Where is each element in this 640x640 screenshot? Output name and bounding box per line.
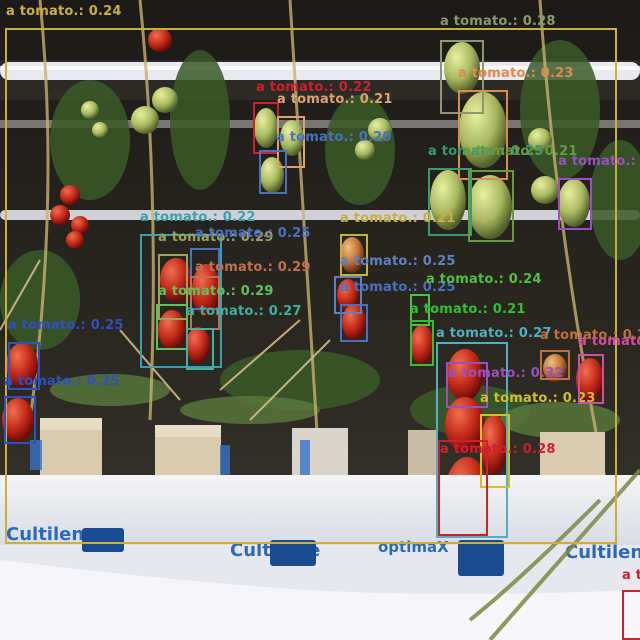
detection-box xyxy=(468,170,514,242)
detection-label: a tomato.: 0.21 xyxy=(462,144,578,159)
detection-label: a tomato.: 0.27 xyxy=(186,304,302,319)
detection-box xyxy=(4,396,36,444)
detection-box xyxy=(340,304,368,342)
detection-box xyxy=(578,354,604,404)
detection-label: a tomato.: 0.22 xyxy=(256,80,372,95)
detection-label: a tomato.: 0.27 xyxy=(436,326,552,341)
detection-box xyxy=(446,362,488,408)
detection-label: a tomato.: 0.32 xyxy=(448,366,564,381)
detection-label: a tomato.: 0.21 xyxy=(340,211,456,226)
detection-box xyxy=(340,234,368,276)
detection-label: a tomato.: 0.22 xyxy=(578,334,640,349)
detection-box xyxy=(410,320,434,366)
detection-label: a tomato.: 0.23 xyxy=(480,391,596,406)
detection-label: a tomato.: 0.28 xyxy=(440,442,556,457)
detection-box xyxy=(438,440,488,536)
detection-label: a tomato.: 0.22 xyxy=(140,210,256,225)
detection-box xyxy=(410,294,430,326)
detection-box xyxy=(436,342,508,538)
detection-box xyxy=(540,350,570,380)
detection-label: a tomato.: 0.25 xyxy=(558,154,640,169)
detection-box xyxy=(253,102,279,154)
detection-label: a tomato.: 0.29 xyxy=(158,230,274,245)
detection-label: a tomato.: 0.24 xyxy=(426,272,542,287)
detection-label: a tomato.: 0.21 xyxy=(410,302,526,317)
detection-label: a tomato.: 0.29 xyxy=(158,284,274,299)
detection-label: a tomato.: 0.21 xyxy=(277,92,393,107)
detection-box xyxy=(277,116,305,168)
detection-label: a tomato.: 0.25 xyxy=(8,318,124,333)
detection-label: a tomato.: 0.20 xyxy=(276,130,392,145)
detection-box xyxy=(334,276,362,314)
slab-brand-text-1: Cultilene xyxy=(6,524,96,545)
detection-box xyxy=(440,40,484,114)
detection-label: a tomato.: 0.29 xyxy=(195,260,311,275)
detection-label: a tomato.: 0.25 xyxy=(340,280,456,295)
detection-box xyxy=(259,150,287,194)
detection-box xyxy=(140,234,222,368)
detection-box xyxy=(8,342,40,390)
detection-label: a tomato.: 0.25 xyxy=(195,226,311,241)
detection-box xyxy=(480,414,510,488)
detection-label: a tomato.: 0.23 xyxy=(458,66,574,81)
detection-box xyxy=(5,28,617,544)
slab-brand-text-3: Cultilene xyxy=(565,542,640,563)
detection-label: a tomato.: 0.25 xyxy=(340,254,456,269)
detection-box xyxy=(458,90,508,180)
detection-label: a tomato.: 0.28 xyxy=(440,14,556,29)
detection-box xyxy=(156,304,188,350)
detection-label: a tomato.: 0.23 xyxy=(622,568,640,583)
detection-box xyxy=(186,328,214,370)
detection-box xyxy=(428,168,472,236)
detection-label: a tomato.: 0.28 xyxy=(540,328,640,343)
detection-label: a tomato.: 0.24 xyxy=(6,4,122,19)
detection-box xyxy=(158,254,188,320)
detection-box xyxy=(558,178,592,230)
detection-box xyxy=(622,590,640,640)
detection-label: a tomato.: 0.25 xyxy=(428,144,544,159)
detection-label: a tomato.: 0.25 xyxy=(4,374,120,389)
